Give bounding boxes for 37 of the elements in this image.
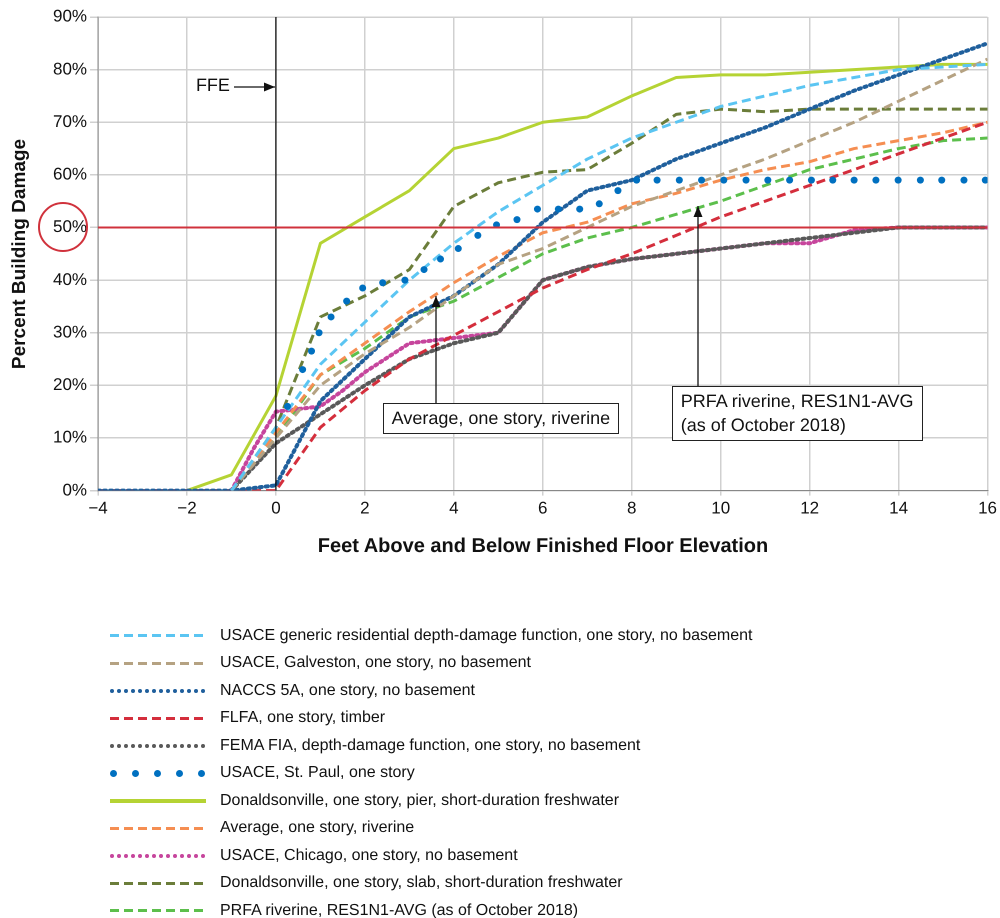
x-tick-label: −4 bbox=[88, 498, 108, 518]
y-tick-label: 60% bbox=[52, 164, 88, 184]
x-tick-label: 2 bbox=[360, 498, 370, 518]
y-axis-title: Percent Building Damage bbox=[9, 138, 32, 369]
legend-label: Donaldsonville, one story, slab, short-duration freshwater bbox=[220, 874, 623, 892]
x-tick-label: 8 bbox=[627, 498, 636, 518]
legend-label: FEMA FIA, depth-damage function, one story, no basement bbox=[220, 736, 640, 755]
legend-label: USACE, Chicago, one story, no basement bbox=[220, 846, 518, 865]
y-tick-label: 50% bbox=[52, 217, 88, 236]
x-tick-label: 12 bbox=[800, 498, 820, 518]
y-tick-label: 80% bbox=[52, 59, 88, 78]
x-tick-label: 6 bbox=[538, 498, 548, 518]
ref-line-label: FFE bbox=[196, 75, 230, 96]
annotation: Average, one story, riverine bbox=[382, 402, 620, 434]
y-tick-label: 90% bbox=[52, 6, 88, 26]
legend-label: USACE, Galveston, one story, no basement bbox=[220, 654, 531, 672]
x-tick-label: 10 bbox=[711, 498, 730, 518]
legend-label: USACE, St. Paul, one story bbox=[220, 764, 415, 782]
x-tick-label: 4 bbox=[449, 498, 459, 518]
y-tick-label: 70% bbox=[52, 112, 88, 131]
y-tick-label: 10% bbox=[52, 428, 88, 447]
legend-label: Average, one story, riverine bbox=[220, 819, 414, 838]
legend-label: PRFA riverine, RES1N1-AVG (as of October 2018) bbox=[220, 902, 578, 918]
legend-label: USACE generic residential depth-damage function, one story, no basement bbox=[220, 626, 752, 645]
y-tick-label: 30% bbox=[52, 322, 88, 342]
x-tick-label: 0 bbox=[271, 498, 281, 518]
y-tick-label: 20% bbox=[52, 375, 88, 394]
legend-label: NACCS 5A, one story, no basement bbox=[220, 682, 475, 700]
y-tick-label: 0% bbox=[62, 480, 88, 500]
x-tick-label: −2 bbox=[177, 498, 197, 518]
legend-label: Donaldsonville, one story, pier, short-duration freshwater bbox=[220, 792, 620, 810]
legend-label: FLFA, one story, timber bbox=[220, 709, 386, 728]
x-axis-title: Feet Above and Below Finished Floor Elevation bbox=[318, 534, 768, 558]
annotation: PRFA riverine, RES1N1-AVG (as of October 2018) bbox=[672, 386, 923, 442]
y-tick-label: 40% bbox=[52, 270, 88, 289]
x-tick-label: 14 bbox=[889, 498, 908, 518]
x-tick-label: 16 bbox=[978, 498, 998, 518]
